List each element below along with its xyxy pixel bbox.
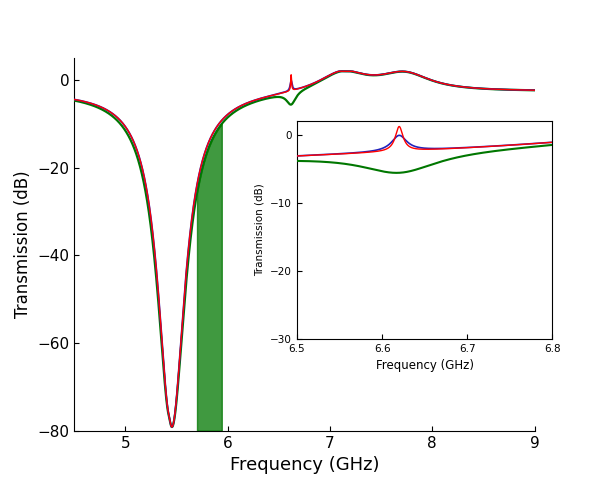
X-axis label: Frequency (GHz): Frequency (GHz)	[376, 359, 473, 372]
Y-axis label: Transmission (dB): Transmission (dB)	[255, 183, 265, 276]
X-axis label: Frequency (GHz): Frequency (GHz)	[230, 456, 379, 474]
Y-axis label: Transmission (dB): Transmission (dB)	[14, 170, 31, 318]
